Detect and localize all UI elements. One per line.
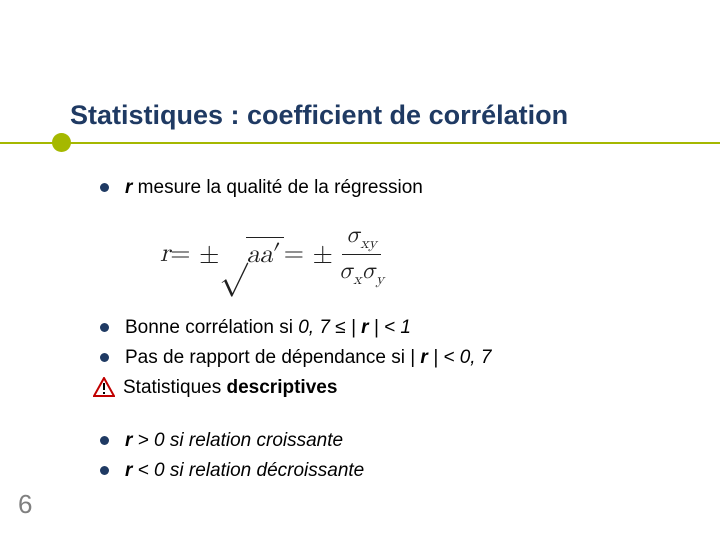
formula-a: a <box>247 242 260 268</box>
text-fragment: | < 0, 7 <box>428 347 492 368</box>
subscript: xy <box>360 235 376 251</box>
bullet-item: r < 0 si relation décroissante <box>100 458 670 484</box>
bullet-item: r > 0 si relation croissante <box>100 428 670 454</box>
bullet-icon <box>100 466 109 475</box>
bullet-text: r > 0 si relation croissante <box>125 428 670 454</box>
bullet-icon <box>100 353 109 362</box>
bullet-item: r mesure la qualité de la régression <box>100 175 670 201</box>
bullet-item: Statistiques descriptives <box>100 375 670 405</box>
bullet-text: Pas de rapport de dépendance si | r | < … <box>125 345 670 371</box>
slide: Statistiques : coefficient de corrélatio… <box>0 0 720 540</box>
fraction-den: σxσy <box>335 255 388 291</box>
bullet-text: Statistiques descriptives <box>123 375 670 401</box>
text-fragment: 0, 7 ≤ | <box>298 317 361 338</box>
text-fragment: | < 1 <box>369 317 411 338</box>
text-fragment: < 0 si relation décroissante <box>132 460 364 481</box>
bullet-group: Bonne corrélation si 0, 7 ≤ | r | < 1 Pa… <box>100 315 670 404</box>
fraction-num: σxy <box>342 219 381 256</box>
page-number: 6 <box>18 489 32 520</box>
formula-eq2: = ± <box>284 237 333 272</box>
sigma-icon: σ <box>361 259 375 283</box>
slide-body: r mesure la qualité de la régression r =… <box>100 175 670 488</box>
formula-a2: a <box>260 242 273 268</box>
sigma-icon: σ <box>346 223 360 247</box>
subscript: y <box>376 272 384 288</box>
text-fragment: Pas de rapport de dépendance si | <box>125 347 420 368</box>
accent-line <box>0 142 720 144</box>
text-fragment: descriptives <box>227 377 338 398</box>
bullet-icon <box>100 183 109 192</box>
text-fragment: > 0 si relation croissante <box>132 430 343 451</box>
bullet-item: Bonne corrélation si 0, 7 ≤ | r | < 1 <box>100 315 670 341</box>
text-fragment: Statistiques <box>123 377 227 398</box>
formula-block: r = ± √ aa′ = ± σxy σxσy <box>160 219 670 292</box>
sqrt-arg: aa′ <box>246 237 284 273</box>
formula-r: r <box>160 237 170 272</box>
accent-dot <box>52 133 71 152</box>
slide-title: Statistiques : coefficient de corrélatio… <box>70 100 568 131</box>
var-r: r <box>420 347 427 368</box>
text-fragment: Bonne corrélation si <box>125 317 298 338</box>
bullet-text: Bonne corrélation si 0, 7 ≤ | r | < 1 <box>125 315 670 341</box>
formula-prime: ′ <box>273 242 281 268</box>
bullet-text: r mesure la qualité de la régression <box>125 175 670 201</box>
warning-icon <box>93 377 115 405</box>
var-r: r <box>361 317 368 338</box>
bullet-icon <box>100 436 109 445</box>
sigma-icon: σ <box>339 259 353 283</box>
bullet-icon <box>100 323 109 332</box>
formula: r = ± √ aa′ = ± σxy σxσy <box>160 219 670 292</box>
fraction: σxy σxσy <box>335 219 388 292</box>
text-fragment: mesure la qualité de la régression <box>132 177 422 198</box>
bullet-text: r < 0 si relation décroissante <box>125 458 670 484</box>
formula-eq: = ± <box>170 237 219 272</box>
bullet-item: Pas de rapport de dépendance si | r | < … <box>100 345 670 371</box>
